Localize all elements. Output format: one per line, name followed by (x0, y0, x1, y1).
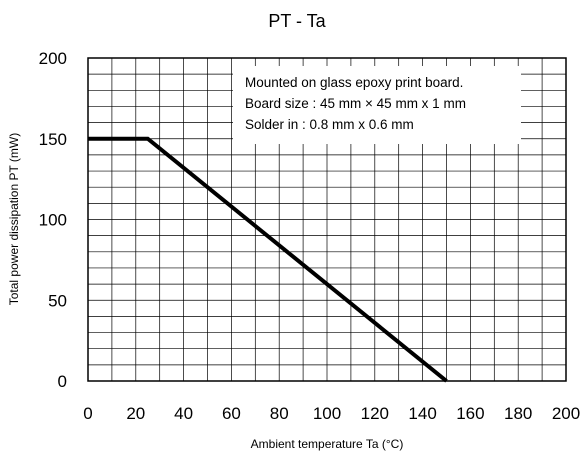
x-axis-label: Ambient temperature Ta (°C) (251, 437, 404, 451)
x-tick-label: 180 (504, 404, 532, 423)
x-tick-label: 200 (552, 404, 580, 423)
x-tick-label: 60 (222, 404, 241, 423)
y-tick-labels: 0 50 100 150 200 (39, 49, 67, 391)
x-tick-label: 40 (174, 404, 193, 423)
y-tick-label: 50 (48, 291, 67, 310)
plot-frame (87, 57, 567, 382)
series-layer (88, 136, 448, 383)
annotation-line-2: Board size : 45 mm × 45 mm x 1 mm (245, 96, 466, 111)
annotation-line-3: Solder in : 0.8 mm x 0.6 mm (245, 117, 414, 132)
x-tick-label: 160 (456, 404, 484, 423)
x-tick-label: 20 (126, 404, 145, 423)
x-tick-label: 100 (313, 404, 341, 423)
y-tick-label: 200 (39, 49, 67, 68)
x-tick-label: 140 (408, 404, 436, 423)
series-line (88, 136, 448, 383)
chart-title: PT - Ta (268, 11, 326, 31)
y-axis-label: Total power dissipation PT (mW) (7, 133, 21, 306)
annotation-line-1: Mounted on glass epoxy print board. (245, 75, 463, 90)
x-tick-label: 120 (361, 404, 389, 423)
y-tick-label: 0 (58, 372, 67, 391)
x-tick-labels: 0 20 40 60 80 100 120 140 160 180 200 (83, 404, 580, 423)
y-tick-label: 150 (39, 130, 67, 149)
x-tick-label: 80 (270, 404, 289, 423)
annotation-box (233, 66, 521, 144)
y-tick-label: 100 (39, 211, 67, 230)
x-tick-label: 0 (83, 404, 92, 423)
